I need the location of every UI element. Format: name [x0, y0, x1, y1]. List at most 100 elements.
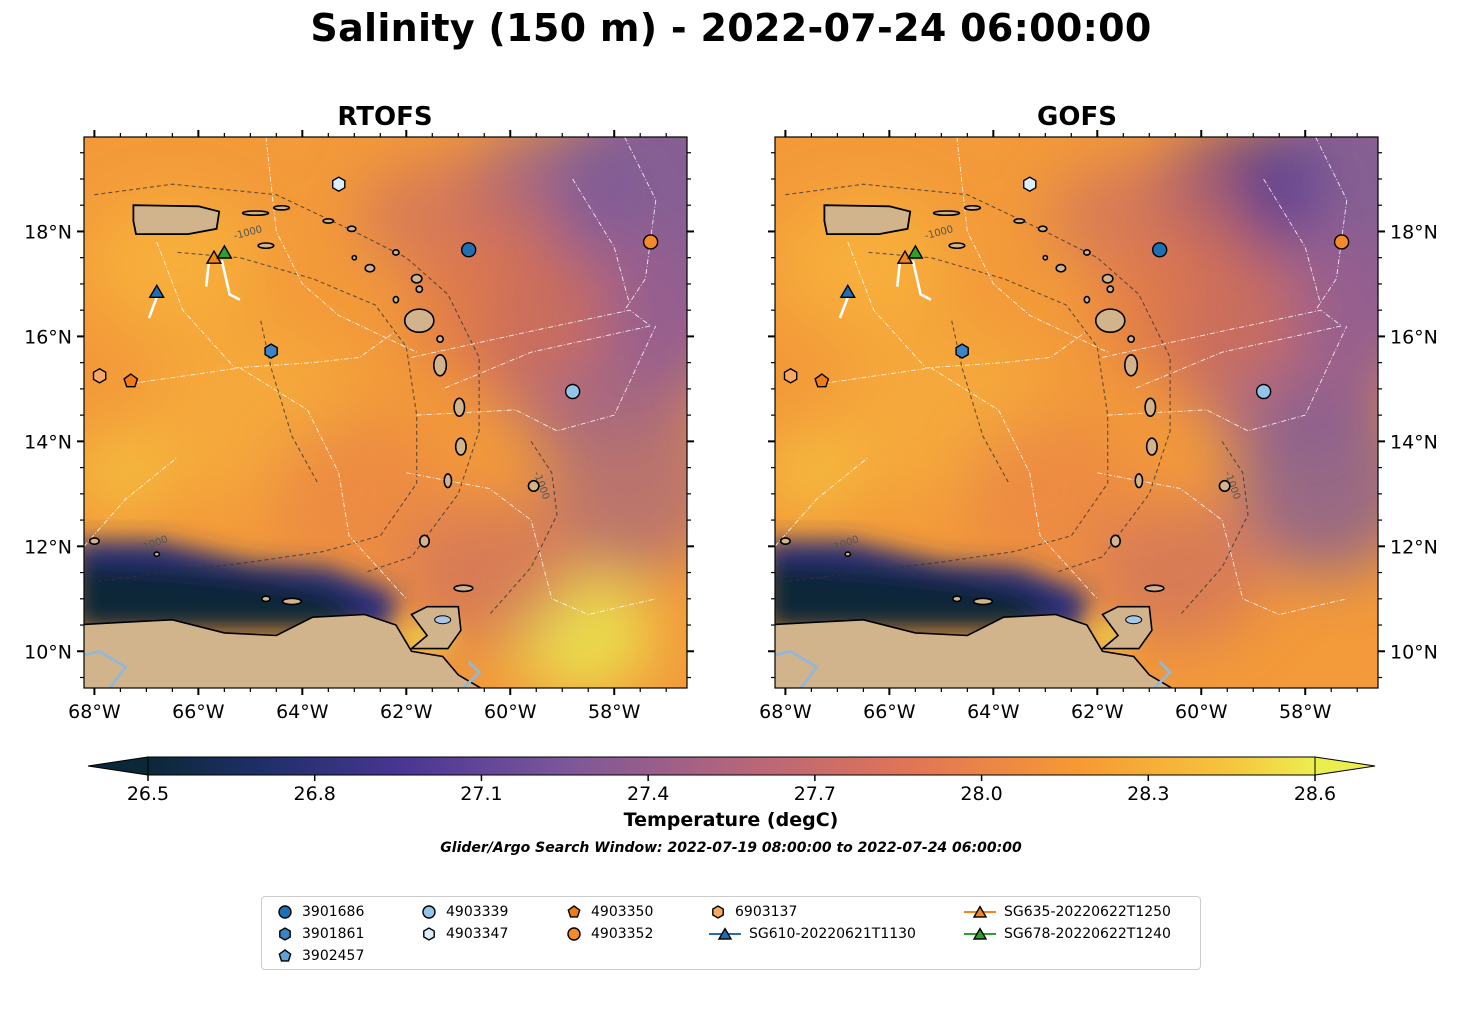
- legend-label: 4903339: [446, 904, 509, 920]
- island-land: [932, 210, 961, 216]
- lon-tick-label: 62°W: [1071, 701, 1124, 723]
- river: [84, 649, 128, 688]
- legend-item: 3902457: [276, 946, 364, 966]
- island-land: [322, 218, 335, 224]
- legend-symbol-icon: [964, 905, 996, 918]
- island-land: [391, 249, 400, 256]
- legend-item: 6903137: [709, 902, 797, 922]
- glider-tracks: [838, 260, 932, 319]
- marker-6903137: [783, 367, 798, 384]
- lat-tick-label: 16°N: [1390, 326, 1438, 348]
- lat-tick-label: 18°N: [1390, 221, 1438, 243]
- marker-4903350: [123, 373, 139, 388]
- marker-4903339: [564, 383, 581, 400]
- lon-tick-label: 62°W: [380, 701, 433, 723]
- island-land: [1110, 534, 1121, 548]
- marker-3901686: [460, 242, 477, 258]
- legend-item: SG635-20220622T1250: [964, 902, 1171, 922]
- figure-title: Salinity (150 m) - 2022-07-24 06:00:00: [310, 6, 1152, 50]
- lon-tick-label: 66°W: [863, 701, 916, 723]
- map-frame: [83, 136, 688, 689]
- island-land: [844, 551, 852, 558]
- axis-ticks: 68°W 66°W 64°W 62°W 60°W 58°W 18°N 16°N 14°N 12°N…: [24, 130, 694, 723]
- island-land: [436, 335, 445, 343]
- axis-ticks: 68°W 66°W 64°W 62°W 60°W 58°W 18°N 16°N 14°N 12°N…: [759, 130, 1438, 723]
- legend-item: 4903347: [420, 924, 508, 944]
- island-land: [419, 534, 430, 548]
- legend-symbol-icon: [567, 905, 581, 918]
- marker-6903137: [92, 367, 107, 384]
- river: [1153, 660, 1173, 688]
- lon-tick-label: 68°W: [68, 701, 121, 723]
- island-land: [779, 537, 791, 546]
- lon-tick-label: 58°W: [588, 701, 641, 723]
- island-land: [951, 595, 962, 603]
- colorbar-tick-label: 26.5: [127, 783, 169, 805]
- legend-label: 3901861: [302, 926, 365, 942]
- marker-3901861: [955, 343, 969, 359]
- island-land: [454, 437, 467, 456]
- puerto-rico-land: [132, 204, 221, 235]
- colorbar-tick-label: 27.1: [460, 783, 502, 805]
- legend-item: 3901686: [276, 902, 364, 922]
- island-land: [257, 242, 275, 250]
- observation-markers: [783, 176, 1350, 400]
- legend-marker-icon: [567, 905, 581, 918]
- legend-symbol-icon: [279, 927, 291, 941]
- island-land: [415, 285, 424, 294]
- lon-tick-label: 60°W: [1175, 701, 1228, 723]
- marker-4903350: [814, 373, 830, 388]
- island-land: [346, 225, 357, 233]
- marker-SG610-20220621T1130: [148, 283, 165, 298]
- colorbar-tick-label: 26.8: [294, 783, 336, 805]
- panel-title-rtofs: RTOFS: [337, 102, 433, 132]
- island-land: [433, 353, 448, 377]
- legend-marker-icon: [278, 949, 292, 962]
- puerto-rico-land: [823, 204, 912, 235]
- south-america-land: [84, 613, 483, 688]
- legend: 3901686 3901861 3902457 4903339 4903347 49033…: [261, 896, 1201, 970]
- lon-tick-label: 64°W: [276, 701, 329, 723]
- marker-3901686: [1151, 242, 1168, 258]
- colorbar-tick-label: 28.3: [1127, 783, 1169, 805]
- island-land: [1037, 225, 1048, 233]
- legend-item: 4903339: [420, 902, 508, 922]
- marker-3901861: [264, 343, 278, 359]
- legend-label: 3902457: [302, 948, 365, 964]
- island-land: [527, 479, 540, 493]
- marker-SG678-20220622T1240: [216, 244, 233, 259]
- legend-symbol-icon: [567, 927, 581, 941]
- legend-label: SG635-20220622T1250: [1004, 904, 1171, 920]
- island-land: [453, 584, 474, 593]
- lat-tick-label: 12°N: [24, 536, 72, 558]
- colorbar-max-extend: [1314, 756, 1376, 776]
- colorbar-title: Temperature (degC): [623, 809, 839, 831]
- legend-marker-icon: [278, 905, 292, 919]
- lon-tick-label: 68°W: [759, 701, 812, 723]
- island-land: [281, 597, 303, 606]
- land: [775, 204, 1231, 688]
- island-land: [1013, 218, 1026, 224]
- island-land: [963, 204, 982, 211]
- south-america-land: [775, 613, 1174, 688]
- colorbar-ramp: [147, 756, 1316, 776]
- legend-marker-icon: [279, 927, 291, 941]
- legend-label: 4903347: [446, 926, 509, 942]
- legend-marker-icon: [712, 905, 724, 919]
- island-land: [153, 551, 161, 558]
- lat-tick-label: 14°N: [1390, 431, 1438, 453]
- legend-symbol-icon: [964, 927, 996, 940]
- legend-marker-icon: [972, 905, 988, 918]
- colorbar-tick-label: 27.7: [794, 783, 836, 805]
- island-land: [1145, 437, 1158, 456]
- lon-tick-label: 60°W: [484, 701, 537, 723]
- island-land: [453, 397, 466, 417]
- marker-4903339: [1255, 383, 1272, 400]
- island-land: [1042, 254, 1049, 261]
- legend-label: 4903350: [591, 904, 654, 920]
- legend-marker-icon: [567, 927, 581, 941]
- legend-symbol-icon: [709, 927, 741, 940]
- marker-4903352: [642, 234, 659, 250]
